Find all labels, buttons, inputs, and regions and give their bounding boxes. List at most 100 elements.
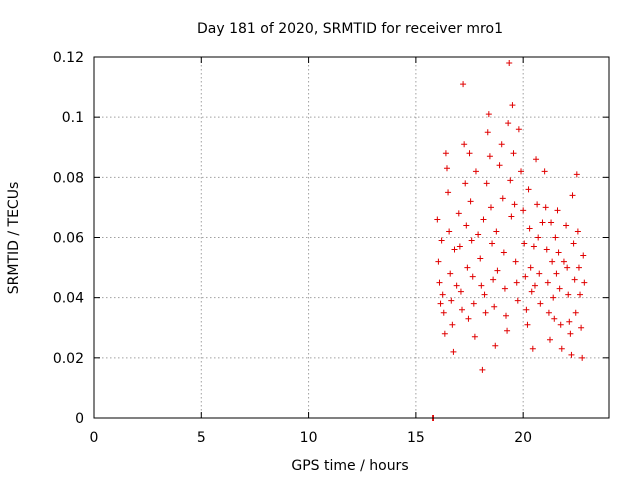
data-point bbox=[518, 168, 525, 175]
data-point bbox=[558, 345, 565, 352]
data-point bbox=[579, 354, 586, 361]
data-point bbox=[484, 129, 491, 136]
data-point bbox=[441, 330, 448, 337]
data-point bbox=[530, 243, 537, 250]
data-point bbox=[447, 270, 454, 277]
y-tick-label: 0.08 bbox=[53, 170, 84, 186]
data-point bbox=[514, 297, 521, 304]
data-point bbox=[546, 336, 553, 343]
data-point bbox=[567, 330, 574, 337]
y-tick-label: 0.1 bbox=[62, 110, 84, 126]
data-point bbox=[578, 324, 585, 331]
data-point bbox=[539, 219, 546, 226]
data-point bbox=[492, 342, 499, 349]
data-point bbox=[550, 294, 557, 301]
data-point bbox=[526, 225, 533, 232]
chart-title: Day 181 of 2020, SRMTID for receiver mro… bbox=[197, 21, 503, 37]
data-point bbox=[531, 282, 538, 289]
data-point bbox=[565, 291, 572, 298]
x-tick-label: 15 bbox=[407, 430, 425, 446]
x-tick-label: 10 bbox=[300, 430, 318, 446]
y-tick-label: 0.06 bbox=[53, 231, 84, 247]
data-point bbox=[499, 195, 506, 202]
x-tick-label: 20 bbox=[514, 430, 532, 446]
data-point bbox=[455, 210, 462, 217]
y-axis-title: SRMTID / TECUs bbox=[6, 182, 22, 295]
data-point bbox=[580, 252, 587, 259]
data-point bbox=[440, 309, 447, 316]
data-point bbox=[453, 282, 460, 289]
data-point bbox=[465, 315, 472, 322]
data-point bbox=[512, 258, 519, 265]
plot-frame bbox=[93, 56, 610, 419]
data-point bbox=[557, 321, 564, 328]
data-point bbox=[482, 309, 489, 316]
x-tick-label: 0 bbox=[90, 430, 99, 446]
data-point bbox=[564, 264, 571, 271]
data-point bbox=[509, 102, 516, 109]
data-point bbox=[521, 240, 528, 247]
data-point bbox=[572, 309, 579, 316]
data-point bbox=[470, 300, 477, 307]
data-point bbox=[503, 312, 509, 319]
data-point bbox=[574, 228, 581, 235]
data-point bbox=[464, 264, 471, 271]
data-point bbox=[468, 237, 475, 244]
data-point bbox=[486, 153, 493, 160]
data-point bbox=[443, 165, 450, 172]
data-point bbox=[542, 204, 549, 211]
axis-ticks: 0 5 10 15 20 0 0.02 0.04 0.06 0.08 0.1 0.12 bbox=[53, 50, 609, 446]
data-point bbox=[573, 171, 580, 178]
data-point bbox=[466, 150, 473, 157]
data-point bbox=[533, 156, 540, 163]
data-point bbox=[548, 219, 555, 226]
data-point bbox=[460, 81, 467, 88]
data-point bbox=[494, 267, 501, 274]
data-point bbox=[544, 279, 551, 286]
data-point bbox=[462, 180, 469, 187]
data-point bbox=[541, 168, 548, 175]
x-axis-title: GPS time / hours bbox=[291, 458, 408, 474]
data-point bbox=[523, 306, 530, 313]
data-point bbox=[554, 207, 561, 214]
data-point bbox=[560, 258, 567, 265]
data-point bbox=[501, 285, 508, 292]
data-point bbox=[435, 258, 442, 265]
data-point bbox=[556, 285, 563, 292]
data-point bbox=[459, 306, 466, 313]
data-point bbox=[439, 291, 446, 298]
x-tick-label: 5 bbox=[197, 430, 206, 446]
data-point bbox=[456, 243, 463, 250]
data-point bbox=[537, 300, 544, 307]
data-point bbox=[457, 288, 464, 295]
data-point bbox=[555, 249, 562, 256]
data-point bbox=[528, 288, 535, 295]
data-point bbox=[461, 141, 468, 148]
data-point bbox=[508, 213, 515, 220]
data-point bbox=[506, 60, 513, 67]
data-point bbox=[507, 177, 514, 184]
y-tick-label: 0 bbox=[75, 411, 84, 427]
data-point bbox=[498, 141, 505, 148]
data-point bbox=[522, 273, 529, 280]
data-point bbox=[527, 264, 534, 271]
data-point bbox=[489, 240, 496, 247]
data-point bbox=[520, 207, 527, 214]
data-point bbox=[563, 222, 570, 229]
data-point bbox=[475, 231, 482, 238]
data-point bbox=[535, 234, 542, 241]
data-point bbox=[525, 186, 532, 193]
data-point bbox=[577, 291, 584, 298]
data-points bbox=[429, 60, 588, 421]
data-point bbox=[513, 279, 520, 286]
data-point bbox=[569, 192, 576, 199]
data-point bbox=[552, 234, 559, 241]
data-point bbox=[543, 246, 550, 253]
data-point bbox=[571, 276, 578, 283]
data-point bbox=[436, 279, 443, 286]
data-point bbox=[511, 201, 518, 208]
data-point bbox=[568, 351, 575, 358]
data-point bbox=[529, 345, 536, 352]
data-point bbox=[575, 264, 582, 271]
